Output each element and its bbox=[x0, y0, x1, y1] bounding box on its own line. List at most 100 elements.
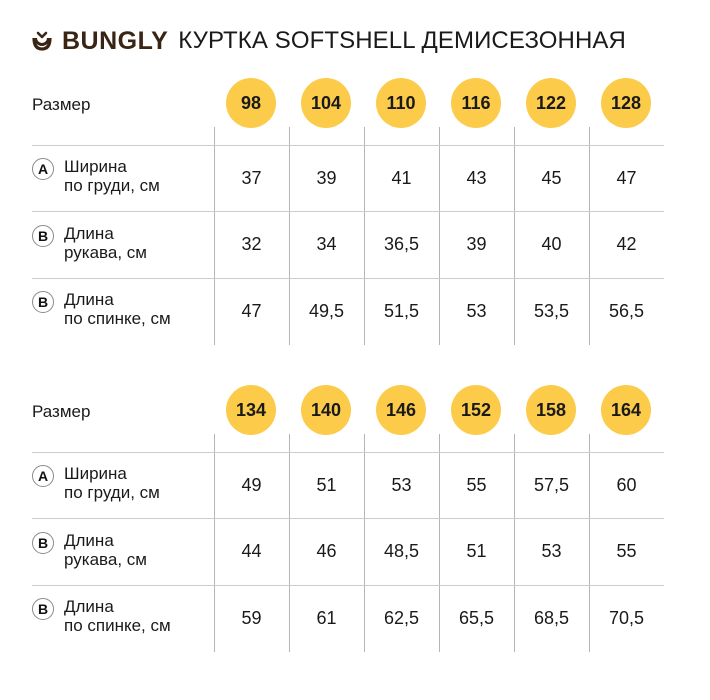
measurement-letter-icon: B bbox=[32, 224, 54, 247]
table-cell: 36,5 bbox=[383, 234, 420, 254]
measurement-name-line1: Ширина bbox=[64, 157, 127, 176]
measurement-name-line1: Длина bbox=[64, 290, 114, 309]
grid-column-divider bbox=[514, 127, 515, 345]
table-cell: 46 bbox=[316, 541, 337, 561]
table-cell: 41 bbox=[391, 167, 412, 188]
table-cell: 56,5 bbox=[608, 300, 645, 321]
table-cell: 61 bbox=[316, 607, 337, 628]
size-badge: 128 bbox=[601, 78, 651, 128]
table-cell: 57,5 bbox=[533, 474, 570, 495]
size-badge: 122 bbox=[526, 78, 576, 128]
table-cell: 49 bbox=[241, 474, 262, 495]
measurement-name: Ширина по груди, см bbox=[64, 157, 160, 195]
measurement-name: Длина рукава, см bbox=[64, 531, 147, 569]
grid-column-divider bbox=[364, 434, 365, 652]
grid-row-divider bbox=[32, 145, 664, 146]
size-badge: 146 bbox=[376, 385, 426, 435]
table-cell: 60 bbox=[616, 474, 637, 495]
table-row: B Длина рукава, см 32 34 36,5 39 40 42 bbox=[32, 212, 664, 278]
size-badge: 98 bbox=[226, 78, 276, 128]
table-row: B Длина по спинке, см 59 61 62,5 65,5 68,5 70,5 bbox=[32, 585, 664, 651]
table-cell: 53,5 bbox=[533, 300, 570, 321]
table-cell: 39 bbox=[316, 167, 337, 188]
measurement-name-line1: Длина bbox=[64, 530, 114, 550]
table-cell: 42 bbox=[616, 234, 637, 254]
measurement-name: Ширина по груди, см bbox=[64, 464, 160, 502]
table-row: B Длина по спинке, см 47 49,5 51,5 53 53,5 56,5 bbox=[32, 278, 664, 344]
measurement-label: A Ширина по груди, см bbox=[32, 464, 160, 502]
table-cell: 55 bbox=[466, 474, 487, 495]
table-cell: 65,5 bbox=[458, 607, 495, 628]
grid-column-divider bbox=[439, 127, 440, 345]
table-cell: 53 bbox=[466, 300, 487, 321]
table-cell: 62,5 bbox=[383, 607, 420, 628]
measurement-name-line2: по спинке, см bbox=[64, 616, 171, 635]
page-title: КУРТКА SOFTSHELL ДЕМИСЕЗОННАЯ bbox=[178, 27, 626, 54]
grid-column-divider bbox=[214, 434, 215, 652]
table-cell: 37 bbox=[241, 167, 262, 188]
measurement-name-line1: Длина bbox=[64, 223, 114, 243]
table-cell: 53 bbox=[391, 474, 412, 495]
table-cell: 47 bbox=[241, 300, 262, 321]
measurement-name: Длина рукава, см bbox=[64, 224, 147, 262]
measurement-label: B Длина по спинке, см bbox=[32, 597, 171, 635]
grid-column-divider bbox=[439, 434, 440, 652]
grid-row-divider bbox=[32, 585, 664, 586]
table-row: A Ширина по груди, см 49 51 53 55 57,5 60 bbox=[32, 452, 664, 518]
smile-cup-icon bbox=[32, 31, 52, 51]
measurement-name-line2: по груди, см bbox=[64, 176, 160, 195]
table-cell: 55 bbox=[616, 541, 637, 561]
grid-row-divider bbox=[32, 518, 664, 519]
table-cell: 44 bbox=[241, 541, 262, 561]
table-cell: 51,5 bbox=[383, 300, 420, 321]
brand-name: BUNGLY bbox=[62, 26, 169, 55]
measurement-name: Длина по спинке, см bbox=[64, 290, 171, 328]
size-badge: 152 bbox=[451, 385, 501, 435]
measurement-letter-icon: B bbox=[32, 598, 54, 620]
measurement-name-line2: по спинке, см bbox=[64, 309, 171, 328]
grid-row-divider bbox=[32, 452, 664, 453]
table-cell: 53 bbox=[541, 541, 562, 561]
measurement-letter-icon: A bbox=[32, 158, 54, 180]
page-header: BUNGLY КУРТКА SOFTSHELL ДЕМИСЕЗОННАЯ bbox=[32, 24, 626, 58]
size-badge: 140 bbox=[301, 385, 351, 435]
grid-column-divider bbox=[214, 127, 215, 345]
table-cell: 34 bbox=[316, 234, 337, 254]
grid-column-divider bbox=[289, 127, 290, 345]
size-badge: 134 bbox=[226, 385, 276, 435]
measurement-name-line1: Ширина bbox=[64, 464, 127, 483]
measurement-name-line2: рукава, см bbox=[64, 242, 147, 262]
measurement-name-line2: рукава, см bbox=[64, 549, 147, 569]
table-cell: 68,5 bbox=[533, 607, 570, 628]
measurement-letter-icon: B bbox=[32, 531, 54, 554]
table-cell: 45 bbox=[541, 167, 562, 188]
table-cell: 59 bbox=[241, 607, 262, 628]
size-badge: 158 bbox=[526, 385, 576, 435]
table-cell: 40 bbox=[541, 234, 562, 254]
table-cell: 47 bbox=[616, 167, 637, 188]
size-badge: 116 bbox=[451, 78, 501, 128]
measurement-label: B Длина по спинке, см bbox=[32, 290, 171, 328]
table-cell: 51 bbox=[316, 474, 337, 495]
table-row: B Длина рукава, см 44 46 48,5 51 53 55 bbox=[32, 519, 664, 585]
measurement-label: B Длина рукава, см bbox=[32, 531, 147, 569]
grid-column-divider bbox=[364, 127, 365, 345]
grid-column-divider bbox=[589, 127, 590, 345]
measurement-name-line1: Длина bbox=[64, 597, 114, 616]
size-header-label: Размер bbox=[32, 402, 91, 421]
table-cell: 32 bbox=[241, 234, 262, 254]
size-badge: 104 bbox=[301, 78, 351, 128]
grid-column-divider bbox=[589, 434, 590, 652]
measurement-name: Длина по спинке, см bbox=[64, 597, 171, 635]
measurement-letter-icon: A bbox=[32, 465, 54, 487]
grid-column-divider bbox=[514, 434, 515, 652]
measurement-letter-icon: B bbox=[32, 291, 54, 313]
table-cell: 39 bbox=[466, 234, 487, 254]
table-cell: 48,5 bbox=[383, 541, 420, 561]
size-header-label: Размер bbox=[32, 95, 91, 114]
table-cell: 49,5 bbox=[308, 300, 345, 321]
measurement-label: A Ширина по груди, см bbox=[32, 157, 160, 195]
measurement-label: B Длина рукава, см bbox=[32, 224, 147, 262]
grid-column-divider bbox=[289, 434, 290, 652]
size-badge: 110 bbox=[376, 78, 426, 128]
